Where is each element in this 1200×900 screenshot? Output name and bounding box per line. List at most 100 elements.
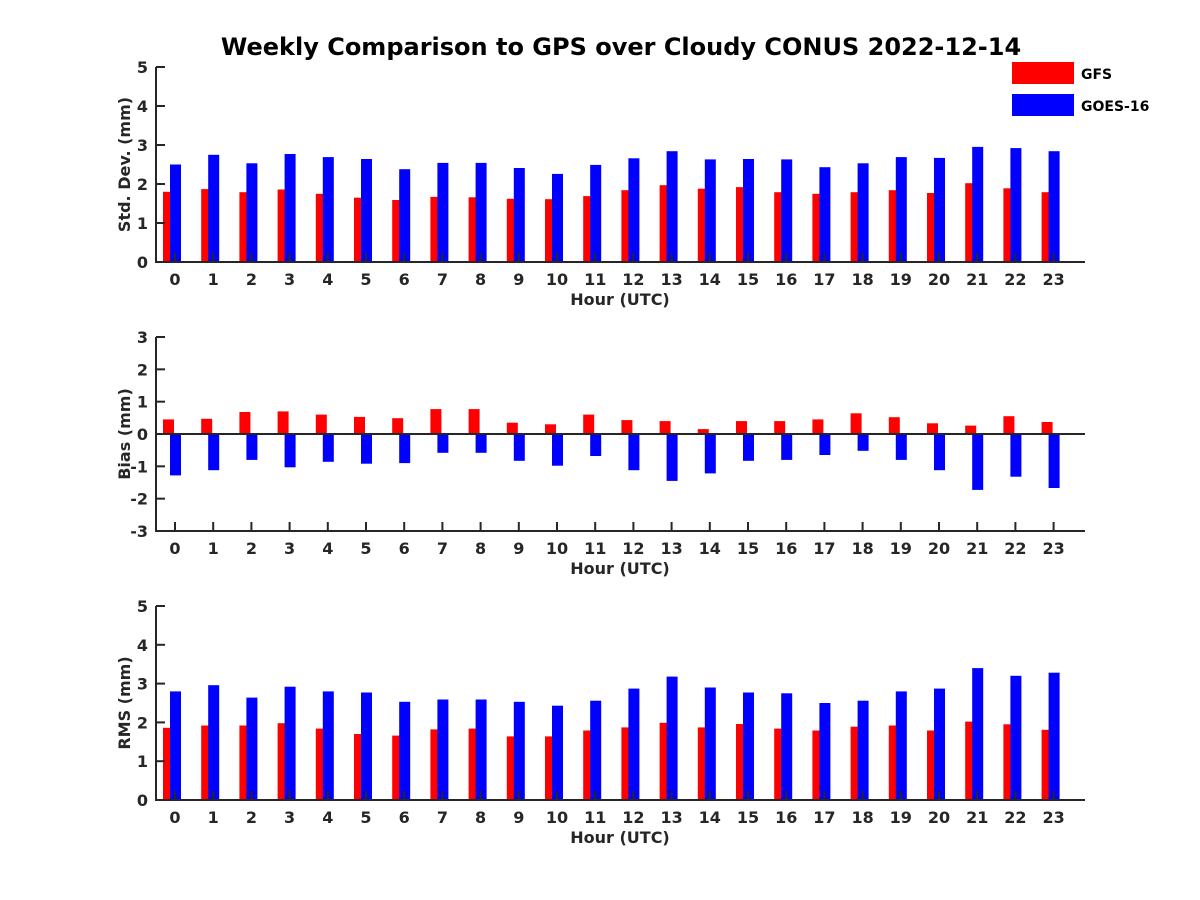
x-tick-label-rms-15: 15: [737, 808, 759, 827]
bar-bias-gfs-22: [1003, 416, 1015, 434]
bar-stddev-gfs-9: [506, 198, 518, 262]
bar-bias-gfs-7: [430, 409, 442, 434]
bar-stddev-gfs-22: [1003, 188, 1015, 262]
bar-bias-gfs-18: [850, 413, 862, 434]
x-tick-label-rms-4: 4: [322, 808, 333, 827]
bar-bias-goes16-10: [552, 434, 563, 466]
bar-bias-goes16-19: [895, 434, 907, 460]
bar-bias-goes16-13: [666, 434, 678, 481]
bar-rms-gfs-0: [163, 727, 174, 800]
bar-stddev-gfs-20: [927, 193, 938, 262]
x-tick-label-bias-10: 10: [546, 539, 568, 558]
bar-stddev-goes16-0: [170, 164, 181, 262]
x-tick-label-bias-9: 9: [513, 539, 524, 558]
bar-rms-goes16-13: [666, 676, 678, 800]
bar-bias-gfs-10: [545, 424, 556, 434]
y-tick-label-bias-0: 0: [137, 425, 148, 444]
bar-rms-goes16-22: [1010, 675, 1022, 800]
x-tick-label-rms-3: 3: [284, 808, 295, 827]
x-tick-label-stddev-1: 1: [208, 270, 219, 289]
bar-rms-goes16-3: [284, 686, 296, 800]
bar-bias-gfs-14: [697, 429, 709, 434]
bar-bias-goes16-5: [361, 434, 372, 464]
x-tick-label-stddev-17: 17: [813, 270, 835, 289]
bar-rms-gfs-1: [201, 725, 213, 800]
legend: GFS GOES-16: [1012, 62, 1149, 116]
bar-stddev-goes16-13: [666, 151, 678, 262]
y-tick-label-stddev-3: 3: [137, 136, 148, 155]
x-tick-label-bias-4: 4: [322, 539, 333, 558]
x-tick-label-rms-16: 16: [775, 808, 797, 827]
bar-rms-goes16-0: [170, 691, 181, 800]
x-tick-label-bias-1: 1: [208, 539, 219, 558]
x-tick-label-bias-19: 19: [890, 539, 912, 558]
y-tick-label-rms-5: 5: [137, 597, 148, 616]
x-tick-label-stddev-12: 12: [622, 270, 644, 289]
bar-rms-goes16-7: [437, 699, 449, 800]
x-tick-label-bias-13: 13: [660, 539, 682, 558]
bar-stddev-goes16-6: [399, 169, 411, 262]
x-tick-label-stddev-0: 0: [169, 270, 180, 289]
bar-stddev-goes16-11: [590, 164, 602, 262]
chart-title: Weekly Comparison to GPS over Cloudy CON…: [221, 33, 1021, 61]
bar-stddev-gfs-18: [850, 192, 862, 262]
x-tick-label-bias-18: 18: [851, 539, 873, 558]
bar-rms-gfs-17: [812, 730, 824, 800]
bar-stddev-gfs-21: [965, 183, 977, 262]
bar-rms-goes16-15: [743, 692, 754, 800]
bar-bias-goes16-7: [437, 434, 449, 453]
x-tick-label-stddev-22: 22: [1004, 270, 1026, 289]
x-tick-label-stddev-11: 11: [584, 270, 606, 289]
bar-rms-goes16-17: [819, 703, 831, 800]
x-tick-label-bias-3: 3: [284, 539, 295, 558]
bar-stddev-gfs-23: [1041, 192, 1053, 262]
x-tick-label-rms-6: 6: [399, 808, 410, 827]
x-tick-label-bias-16: 16: [775, 539, 797, 558]
x-tick-label-rms-20: 20: [928, 808, 950, 827]
bar-bias-goes16-0: [170, 434, 181, 476]
bar-rms-gfs-14: [697, 727, 709, 800]
bar-stddev-gfs-10: [545, 199, 556, 262]
bar-stddev-goes16-8: [475, 162, 487, 262]
y-tick-label-bias-1: 1: [137, 393, 148, 412]
y-tick-label-rms-2: 2: [137, 713, 148, 732]
bar-rms-goes16-9: [513, 701, 525, 800]
bar-bias-goes16-14: [704, 434, 716, 474]
bar-stddev-gfs-17: [812, 193, 824, 263]
bar-rms-goes16-10: [552, 705, 563, 800]
bar-stddev-gfs-8: [468, 197, 480, 262]
y-tick-label-stddev-2: 2: [137, 175, 148, 194]
bar-rms-goes16-8: [475, 699, 487, 800]
x-tick-label-bias-0: 0: [169, 539, 180, 558]
x-tick-label-rms-7: 7: [437, 808, 448, 827]
bar-rms-goes16-12: [628, 688, 640, 800]
x-tick-label-bias-15: 15: [737, 539, 759, 558]
bar-stddev-gfs-6: [392, 200, 404, 262]
x-tick-label-rms-1: 1: [208, 808, 219, 827]
x-tick-label-bias-11: 11: [584, 539, 606, 558]
bar-rms-gfs-3: [277, 723, 289, 800]
bar-bias-gfs-5: [354, 416, 365, 434]
bar-stddev-goes16-7: [437, 162, 449, 262]
y-tick-label-stddev-1: 1: [137, 214, 148, 233]
bar-bias-goes16-22: [1010, 434, 1022, 477]
x-tick-label-stddev-18: 18: [851, 270, 873, 289]
x-tick-label-stddev-2: 2: [246, 270, 257, 289]
bar-rms-goes16-21: [972, 668, 984, 800]
x-tick-label-bias-20: 20: [928, 539, 950, 558]
x-axis-label-stddev: Hour (UTC): [570, 290, 670, 309]
y-axis-label-bias: Bias (mm): [115, 388, 134, 480]
x-tick-label-bias-23: 23: [1042, 539, 1064, 558]
y-tick-label-stddev-0: 0: [137, 253, 148, 272]
x-tick-label-rms-5: 5: [360, 808, 371, 827]
x-tick-label-rms-23: 23: [1042, 808, 1064, 827]
bar-stddev-gfs-2: [239, 192, 251, 262]
y-tick-label-bias-2: 2: [137, 360, 148, 379]
x-tick-label-stddev-21: 21: [966, 270, 988, 289]
x-tick-label-rms-19: 19: [890, 808, 912, 827]
x-axis-label-rms: Hour (UTC): [570, 828, 670, 847]
bar-stddev-gfs-15: [736, 187, 747, 262]
bar-rms-goes16-16: [781, 693, 793, 800]
bar-rms-gfs-22: [1003, 724, 1015, 800]
